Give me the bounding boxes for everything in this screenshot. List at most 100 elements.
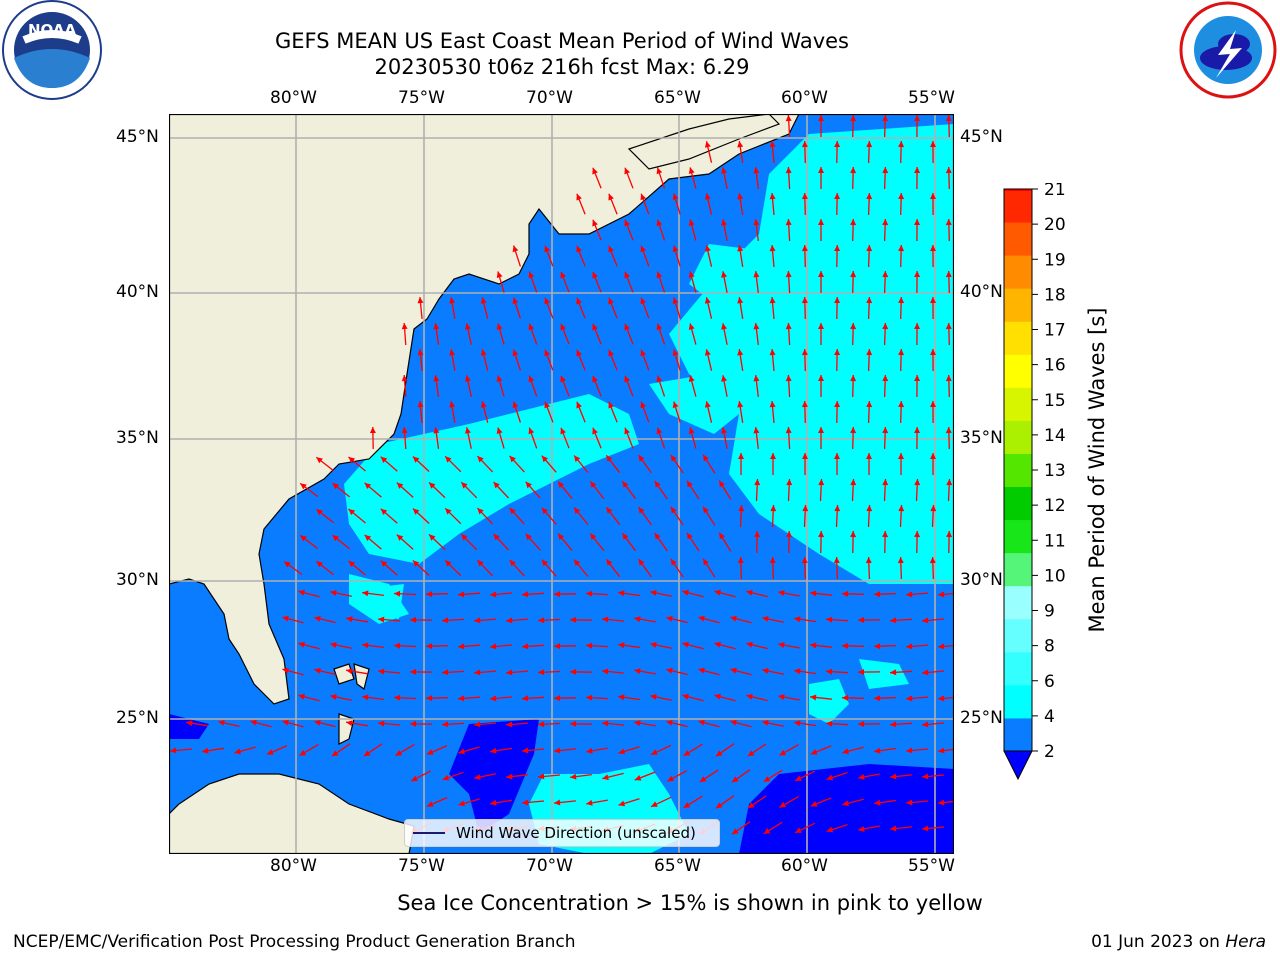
direction-arrow-head — [746, 641, 753, 648]
direction-arrow-head — [866, 505, 873, 512]
direction-arrow-head — [656, 219, 663, 227]
north-america-land — [169, 114, 800, 705]
direction-arrow-head — [794, 720, 801, 727]
colorbar-tick-label: 12 — [1044, 496, 1066, 516]
direction-arrow-head — [930, 297, 936, 303]
wave-period-map — [169, 114, 954, 854]
lat-label-left: 45°N — [116, 127, 159, 147]
colorbar-segment — [1004, 585, 1032, 620]
direction-arrow-head — [560, 323, 566, 331]
colorbar-segment — [1004, 255, 1032, 289]
direction-arrow-head — [394, 642, 401, 649]
direction-arrow-head — [866, 297, 873, 304]
footer-date: 01 Jun 2023 on Hera — [1091, 932, 1266, 952]
direction-arrow-head — [442, 774, 450, 781]
lat-label-right: 40°N — [960, 282, 1003, 302]
direction-arrow-head — [570, 616, 577, 623]
direction-arrow-head — [753, 375, 760, 382]
direction-arrow-head — [945, 219, 952, 226]
legend-label: Wind Wave Direction (unscaled) — [456, 824, 696, 842]
direction-arrow-head — [544, 297, 551, 305]
direction-arrow-head — [698, 719, 705, 726]
direction-arrow-head — [433, 375, 440, 382]
direction-arrow-head — [634, 616, 641, 623]
colorbar-segment — [1004, 387, 1032, 421]
direction-arrow-head — [834, 193, 841, 199]
lon-label-top: 60°W — [781, 88, 828, 108]
direction-arrow-head — [554, 591, 560, 598]
direction-arrow-head — [746, 589, 753, 596]
direction-arrow-head — [362, 590, 369, 597]
direction-arrow-head — [417, 349, 424, 356]
direction-arrow-head — [914, 167, 921, 173]
direction-arrow-head — [738, 505, 745, 512]
direction-arrow-head — [688, 323, 695, 330]
direction-arrow-head — [945, 115, 952, 122]
colorbar-segment — [1004, 189, 1032, 223]
footer-date-text: 01 Jun 2023 on — [1091, 932, 1226, 952]
direction-arrow-head — [945, 323, 952, 330]
direction-arrow-head — [810, 642, 817, 649]
direction-arrow-head — [348, 457, 356, 464]
arrow-legend: Wind Wave Direction (unscaled) — [404, 819, 720, 847]
direction-arrow-head — [592, 219, 598, 227]
direction-arrow-head — [730, 719, 737, 726]
direction-arrow-head — [395, 750, 403, 756]
direction-arrow-head — [522, 591, 529, 598]
direction-arrow-head — [512, 401, 519, 409]
direction-arrow-head — [576, 297, 582, 305]
direction-arrow-head — [332, 535, 339, 542]
colorbar-tick-label: 6 — [1044, 672, 1055, 692]
direction-arrow-head — [528, 271, 535, 279]
direction-arrow-head — [672, 401, 679, 409]
direction-arrow-head — [490, 643, 497, 650]
direction-arrow-head — [410, 668, 416, 675]
direction-arrow-head — [474, 669, 481, 676]
direction-arrow-head — [506, 669, 513, 676]
direction-arrow-head — [316, 561, 323, 568]
direction-arrow-head — [938, 799, 945, 806]
direction-arrow-head — [866, 193, 873, 200]
direction-arrow-head — [348, 509, 356, 516]
colorbar-tick-label: 8 — [1044, 637, 1055, 657]
direction-arrow-head — [282, 667, 289, 674]
direction-arrow-head — [850, 479, 857, 486]
lon-label-bottom: 75°W — [398, 856, 445, 876]
direction-arrow-head — [666, 719, 673, 726]
direction-arrow-head — [512, 349, 519, 357]
direction-arrow-head — [574, 455, 581, 462]
colorbar-segment — [1004, 321, 1032, 355]
direction-arrow-head — [396, 534, 404, 541]
colorbar-segment — [1004, 684, 1032, 719]
direction-arrow-head — [606, 507, 613, 514]
direction-arrow-head — [576, 245, 582, 253]
direction-arrow-head — [753, 323, 760, 330]
direction-arrow-head — [544, 349, 551, 357]
direction-arrow-head — [682, 589, 689, 596]
direction-arrow-head — [618, 748, 626, 755]
direction-arrow-head — [882, 323, 889, 330]
direction-arrow-head — [882, 271, 889, 278]
direction-arrow-head — [656, 427, 663, 435]
direction-arrow-head — [461, 534, 468, 541]
direction-arrow-head — [509, 455, 516, 463]
direction-arrow-head — [721, 375, 727, 382]
direction-arrow-head — [874, 747, 881, 754]
direction-arrow-head — [922, 617, 929, 624]
direction-arrow-head — [298, 641, 305, 648]
wave-period-4-6s-regions — [229, 124, 954, 854]
direction-arrow-head — [687, 480, 693, 488]
colorbar-tick-label: 13 — [1044, 461, 1066, 481]
direction-arrow-head — [284, 561, 291, 568]
direction-arrow-head — [522, 695, 529, 702]
direction-arrow-head — [656, 271, 663, 279]
colorbar-tick-label: 10 — [1044, 566, 1066, 586]
direction-arrow-head — [818, 427, 824, 433]
colorbar-segment — [1004, 486, 1032, 521]
direction-arrow-head — [922, 669, 929, 676]
direction-arrow-head — [769, 245, 776, 252]
direction-arrow-head — [914, 219, 921, 225]
direction-arrow-head — [834, 401, 841, 407]
direction-arrow-head — [496, 271, 503, 278]
direction-arrow-head — [858, 617, 864, 623]
